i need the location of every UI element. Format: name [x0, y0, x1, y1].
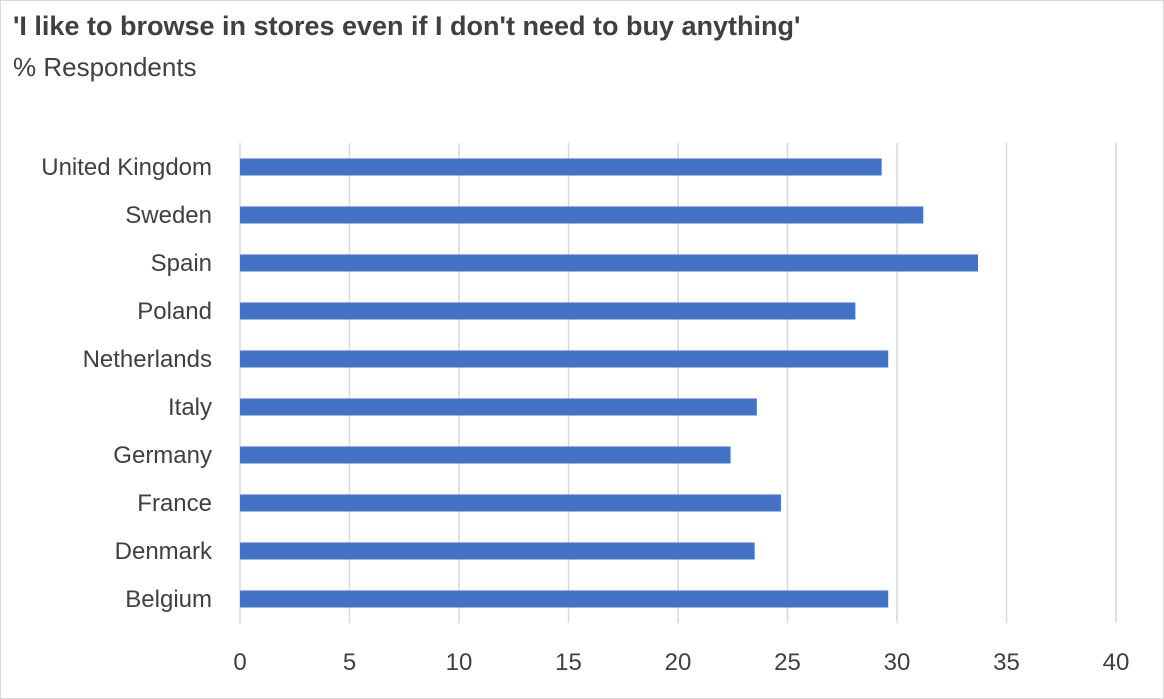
chart-subtitle: % Respondents [13, 52, 197, 82]
bar-france [240, 494, 781, 512]
bar-united-kingdom [240, 158, 882, 176]
x-tick-label: 0 [233, 649, 246, 676]
bar-netherlands [240, 350, 889, 368]
x-tick-label: 25 [774, 649, 801, 676]
category-label: Germany [113, 442, 212, 469]
category-label: Italy [168, 394, 212, 421]
x-tick-label: 40 [1103, 649, 1130, 676]
category-label: Poland [137, 298, 212, 325]
bar-spain [240, 254, 979, 272]
bar-germany [240, 446, 731, 464]
category-label: United Kingdom [41, 154, 212, 181]
bar-italy [240, 398, 757, 416]
x-tick-label: 15 [555, 649, 582, 676]
bars [240, 158, 979, 608]
x-tick-label: 20 [665, 649, 692, 676]
category-label: Netherlands [83, 346, 212, 373]
tick-labels: 0 5 10 15 20 25 30 35 40 [233, 649, 1129, 676]
category-label: Denmark [115, 538, 213, 565]
category-label: Spain [151, 250, 212, 277]
bar-sweden [240, 206, 924, 224]
x-tick-label: 30 [884, 649, 911, 676]
bar-poland [240, 302, 856, 320]
category-label: Sweden [125, 202, 212, 229]
chart-title: 'I like to browse in stores even if I do… [13, 11, 801, 41]
x-tick-label: 10 [446, 649, 473, 676]
bar-denmark [240, 542, 755, 560]
x-tick-label: 5 [343, 649, 356, 676]
bar-belgium [240, 590, 889, 608]
category-label: France [137, 490, 212, 517]
x-tick-label: 35 [993, 649, 1020, 676]
category-label: Belgium [125, 586, 212, 613]
category-labels: United Kingdom Sweden Spain Poland Netherlan… [41, 154, 213, 613]
